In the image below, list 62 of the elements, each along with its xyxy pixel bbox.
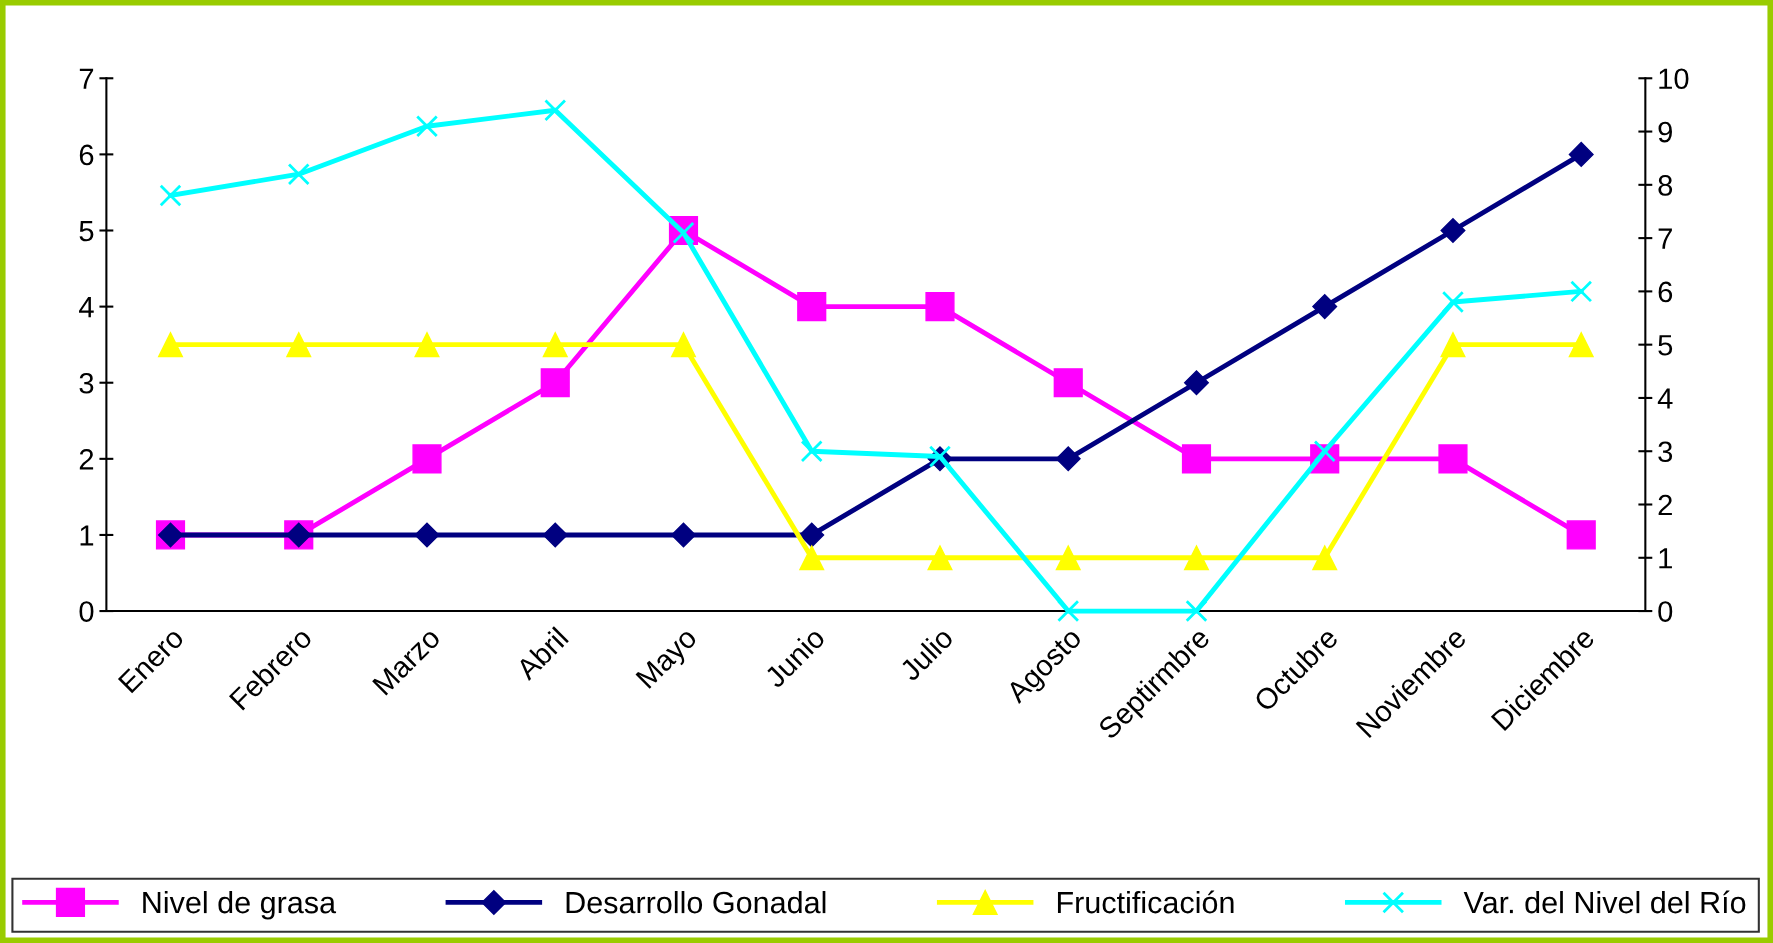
point xyxy=(1440,218,1466,243)
y-tick-label: 3 xyxy=(79,372,94,394)
point xyxy=(1057,599,1080,623)
legend-label: Nivel de grasa xyxy=(143,890,337,920)
point xyxy=(286,332,312,358)
point xyxy=(799,545,825,571)
y2-tick-label: 3 xyxy=(1658,441,1673,463)
y-tick-label: 4 xyxy=(79,297,94,318)
y-tick-label: 1 xyxy=(80,525,94,546)
y2-tick-label: 0 xyxy=(1658,601,1673,622)
point xyxy=(414,332,440,358)
point xyxy=(797,292,827,322)
point xyxy=(415,115,439,138)
y-tick-label: 0 xyxy=(79,601,94,622)
y-tick-label: 5 xyxy=(79,221,94,242)
point xyxy=(544,99,567,122)
point xyxy=(1568,332,1594,358)
point xyxy=(799,522,825,548)
point xyxy=(412,444,442,474)
point xyxy=(1566,520,1596,550)
point xyxy=(1053,368,1083,398)
point xyxy=(1312,294,1338,320)
y2-tick-label: 8 xyxy=(1658,175,1673,196)
point xyxy=(1570,280,1593,303)
point xyxy=(925,292,955,322)
y2-tick-label: 6 xyxy=(1658,281,1673,303)
point xyxy=(542,522,568,548)
point xyxy=(927,545,953,571)
y-tick-label: 2 xyxy=(79,449,94,470)
point xyxy=(414,522,440,548)
point xyxy=(1183,370,1209,396)
point xyxy=(1441,290,1465,314)
y2-tick-label: 1 xyxy=(1659,548,1672,569)
point xyxy=(1568,141,1594,167)
x-tick-label: Julio xyxy=(897,625,955,683)
point xyxy=(1183,545,1209,571)
point xyxy=(1055,446,1081,472)
y2-tick-label: 9 xyxy=(1658,121,1672,143)
point xyxy=(670,332,696,358)
y2-tick-label: 2 xyxy=(1658,494,1672,516)
y2-tick-label: 4 xyxy=(1657,388,1673,409)
point xyxy=(540,368,570,398)
point xyxy=(1185,599,1208,623)
point xyxy=(287,163,310,186)
point xyxy=(1438,444,1468,474)
legend-label: Var. del Nivel del Río xyxy=(1463,890,1746,914)
y2-tick-label: 7 xyxy=(1658,228,1672,249)
point xyxy=(1181,444,1212,474)
y-tick-label: 6 xyxy=(79,144,94,166)
point xyxy=(159,184,182,207)
y2-tick-label: 5 xyxy=(1658,335,1673,356)
point xyxy=(542,332,568,358)
y2-tick-label: 10 xyxy=(1659,68,1689,90)
point xyxy=(800,440,823,463)
point xyxy=(671,522,696,548)
legend-label: Desarrollo Gonadal xyxy=(566,890,826,914)
point xyxy=(1312,545,1338,571)
legend-label: Fructificación xyxy=(1057,890,1234,914)
point xyxy=(1440,332,1466,358)
point xyxy=(1055,545,1081,571)
y-tick-label: 7 xyxy=(79,68,94,89)
point xyxy=(158,332,184,358)
